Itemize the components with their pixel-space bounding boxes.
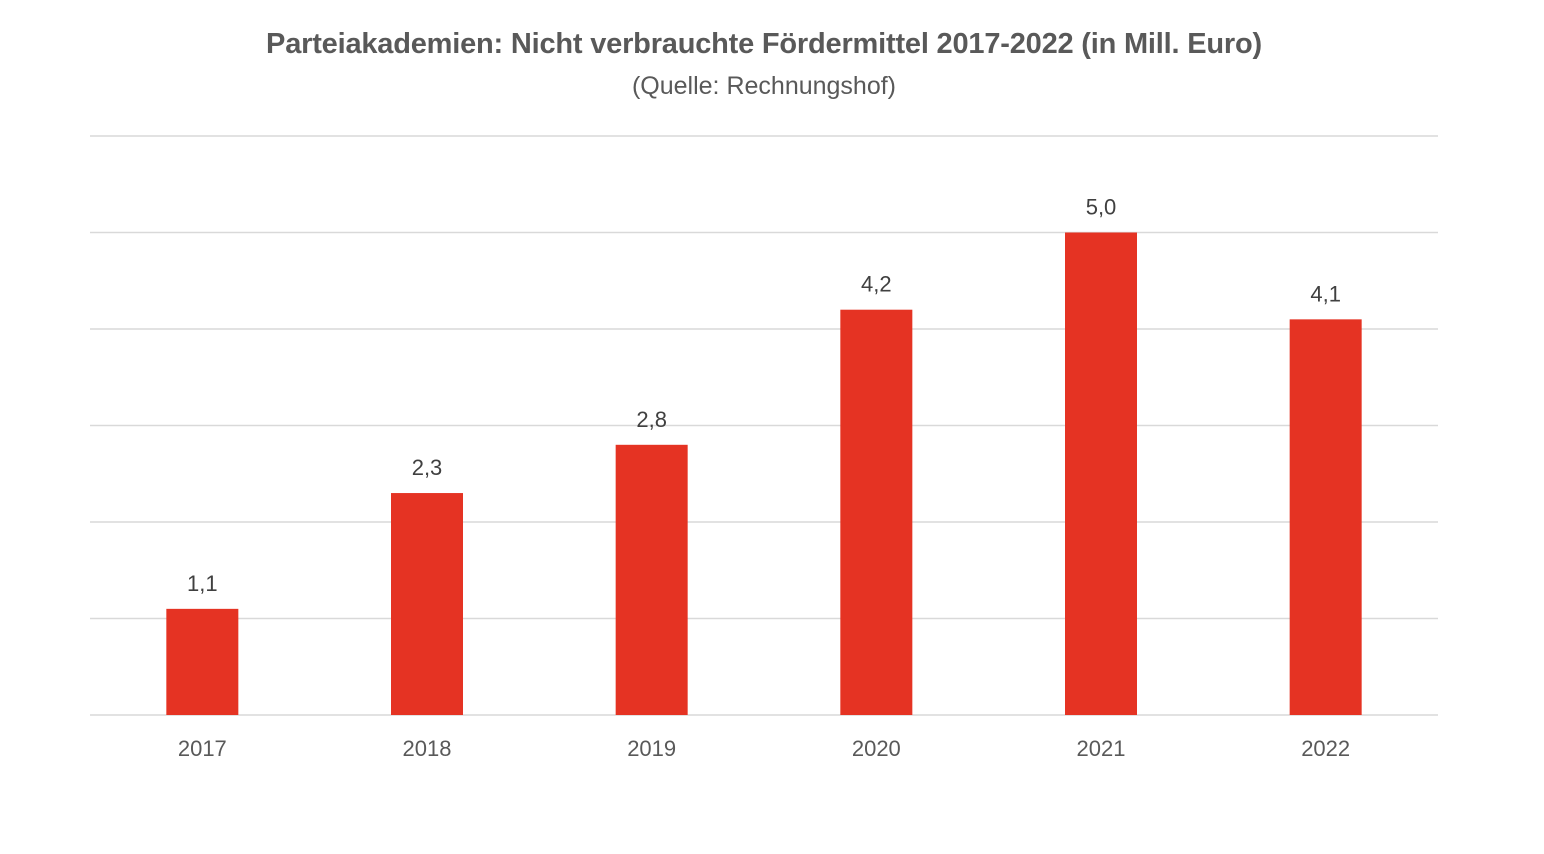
gridlines [90,135,1438,716]
bars [166,232,1362,715]
chart-subtitle: (Quelle: Rechnungshof) [631,72,897,100]
x-tick-label-2021: 2021 [1077,736,1126,761]
chart-title: Parteiakademien: Nicht verbrauchte Förde… [266,28,1262,60]
data-labels: 1,1 2,3 2,8 4,2 5,0 4,1 [187,195,1341,596]
data-label-2022: 4,1 [1310,281,1341,306]
data-label-2018: 2,3 [412,455,443,480]
bar-2022 [1289,319,1362,715]
x-axis-tick-labels: 2017 2018 2019 2020 2021 2022 [178,736,1350,761]
bar-2017 [166,608,239,715]
bar-2020 [840,309,913,715]
data-label-2017: 1,1 [187,571,218,596]
x-tick-label-2020: 2020 [852,736,901,761]
x-tick-label-2019: 2019 [627,736,676,761]
bar-2021 [1065,232,1137,715]
data-label-2019: 2,8 [636,407,667,432]
x-tick-label-2017: 2017 [178,736,227,761]
bar-2019 [615,444,688,715]
x-tick-label-2018: 2018 [403,736,452,761]
bar-2018 [391,493,463,715]
x-tick-label-2022: 2022 [1301,736,1350,761]
data-label-2021: 5,0 [1086,195,1117,220]
data-label-2020: 4,2 [861,272,892,297]
